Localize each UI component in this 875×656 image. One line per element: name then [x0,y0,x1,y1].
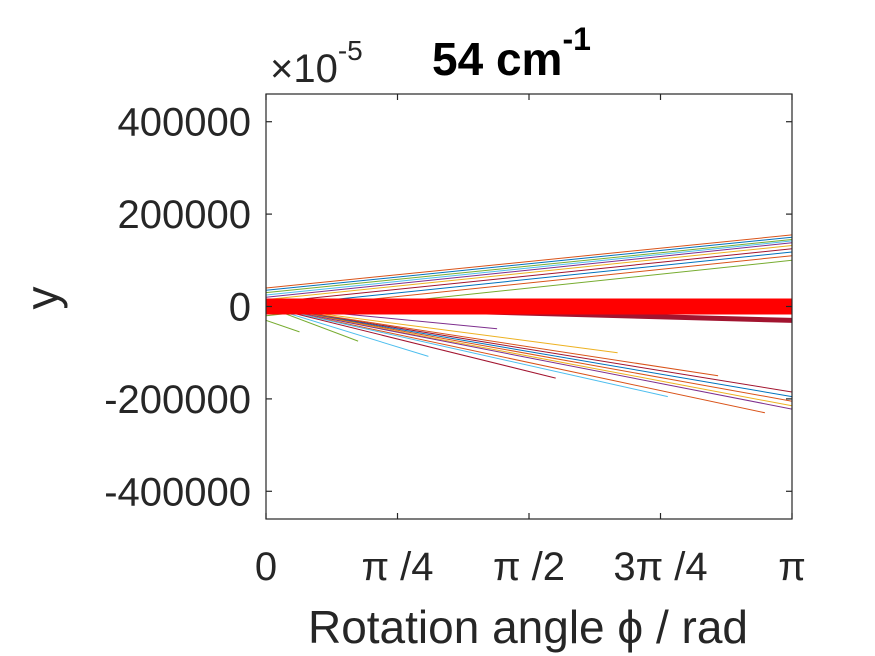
series-line-12 [266,306,792,393]
series-line-6 [266,245,792,301]
series-line-14 [266,306,792,402]
chart-title-value: 54 cm [432,33,562,85]
x-tick-label: 0 [255,545,277,589]
chart-title: 54 cm-1 [432,21,591,85]
y-tick-label: -200000 [104,378,251,422]
x-tick-label: π /4 [361,545,433,589]
axis-exponent-power: -5 [338,35,363,66]
series-line-15 [266,306,792,407]
series-line-23 [266,306,429,357]
series-line-18 [266,306,668,398]
y-axis-label: y [16,287,68,310]
series-line-8 [266,251,792,307]
series-line-17 [266,306,766,414]
series-line-1 [266,234,792,289]
series-line-21 [266,306,556,379]
y-tick-label: 0 [229,286,251,330]
x-tick-label: π [778,545,806,589]
series-line-4 [266,240,792,296]
axis-exponent-base: ×10 [270,47,338,91]
series-line-5 [266,242,792,298]
y-tick-label: 200000 [118,193,251,237]
series-line-16 [266,306,792,410]
series-line-13 [266,306,792,398]
x-tick-label: π /2 [493,545,565,589]
series-line-11 [266,319,300,333]
tick-layer: 0 π /4 π /2 3π /4 π 400000 200000 0 -200000 -4000… [104,94,806,589]
series-layer [266,234,792,414]
series-line-3 [266,239,792,294]
x-tick-label: 3π /4 [613,545,707,589]
series-line-19 [266,306,719,377]
series-line-7 [266,248,792,304]
x-axis-label: Rotation angle ϕ / rad [308,601,748,653]
chart-title-superscript: -1 [562,21,590,57]
axis-exponent: ×10-5 [270,35,363,91]
y-tick-label: 400000 [118,101,251,145]
series-line-2 [266,236,792,291]
y-tick-label: -400000 [104,470,251,514]
